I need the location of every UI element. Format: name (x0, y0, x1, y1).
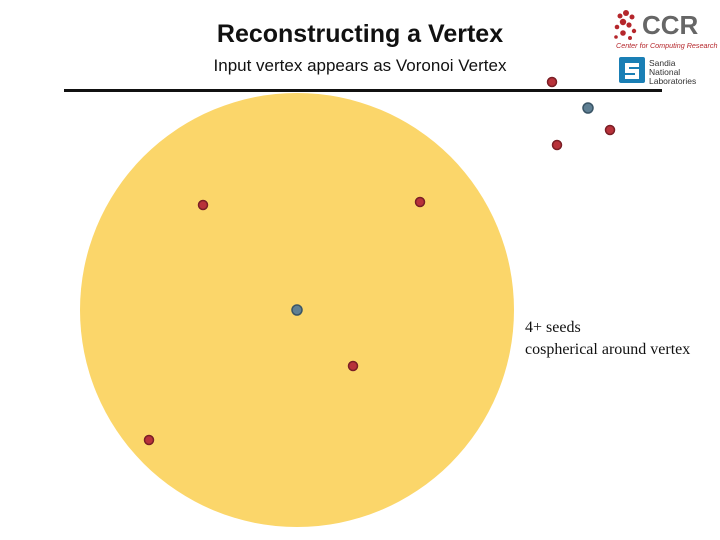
seed-point (604, 124, 616, 136)
seed-point (197, 199, 209, 211)
annotation-line-2: cospherical around vertex (525, 341, 691, 358)
title-divider (64, 89, 662, 92)
slide-title: Reconstructing a Vertex (216, 20, 504, 48)
sandia-mark-icon (625, 63, 639, 79)
seed-point (414, 196, 426, 208)
ccr-logo: CCR Center for Computing Research (614, 10, 717, 50)
sandia-name-line-2: National (649, 67, 680, 77)
annotation-line-1: 4+ seeds (525, 319, 581, 336)
sandia-logo: Sandia National Laboratories (619, 57, 696, 86)
seed-point (551, 139, 563, 151)
sandia-name-line-3: Laboratories (649, 76, 696, 86)
annotation-text: 4+ seeds cospherical around vertex (525, 317, 720, 361)
seed-point (347, 360, 359, 372)
slide-subtitle: Input vertex appears as Voronoi Vertex (213, 56, 507, 75)
seed-point (546, 76, 558, 88)
voronoi-vertex (582, 102, 594, 114)
ccr-wordmark: CCR (642, 10, 699, 40)
seed-point (143, 434, 155, 446)
voronoi-vertex (291, 304, 303, 316)
ccr-dots-icon (614, 10, 637, 40)
ccr-tagline: Center for Computing Research (616, 41, 717, 50)
sandia-name-line-1: Sandia (649, 58, 676, 68)
